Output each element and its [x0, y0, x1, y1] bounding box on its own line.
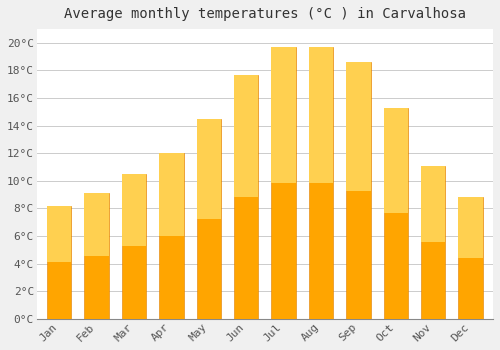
Bar [346, 62, 370, 190]
Bar [159, 153, 184, 319]
Bar [122, 174, 146, 319]
Bar [84, 193, 108, 319]
Bar [458, 197, 483, 319]
Bar [346, 62, 370, 319]
Bar [309, 47, 333, 183]
Bar [309, 47, 333, 319]
Bar [159, 153, 184, 236]
Bar [196, 119, 221, 319]
Bar [47, 206, 72, 262]
Bar [234, 75, 258, 197]
Bar [122, 174, 146, 246]
Bar [384, 108, 408, 213]
Title: Average monthly temperatures (°C ) in Carvalhosa: Average monthly temperatures (°C ) in Ca… [64, 7, 466, 21]
Bar [47, 206, 72, 319]
Bar [421, 166, 446, 242]
Bar [196, 119, 221, 219]
Bar [272, 47, 295, 183]
Bar [272, 47, 295, 319]
Bar [84, 193, 108, 256]
Bar [384, 108, 408, 319]
Bar [458, 197, 483, 258]
Bar [234, 75, 258, 319]
Bar [421, 166, 446, 319]
